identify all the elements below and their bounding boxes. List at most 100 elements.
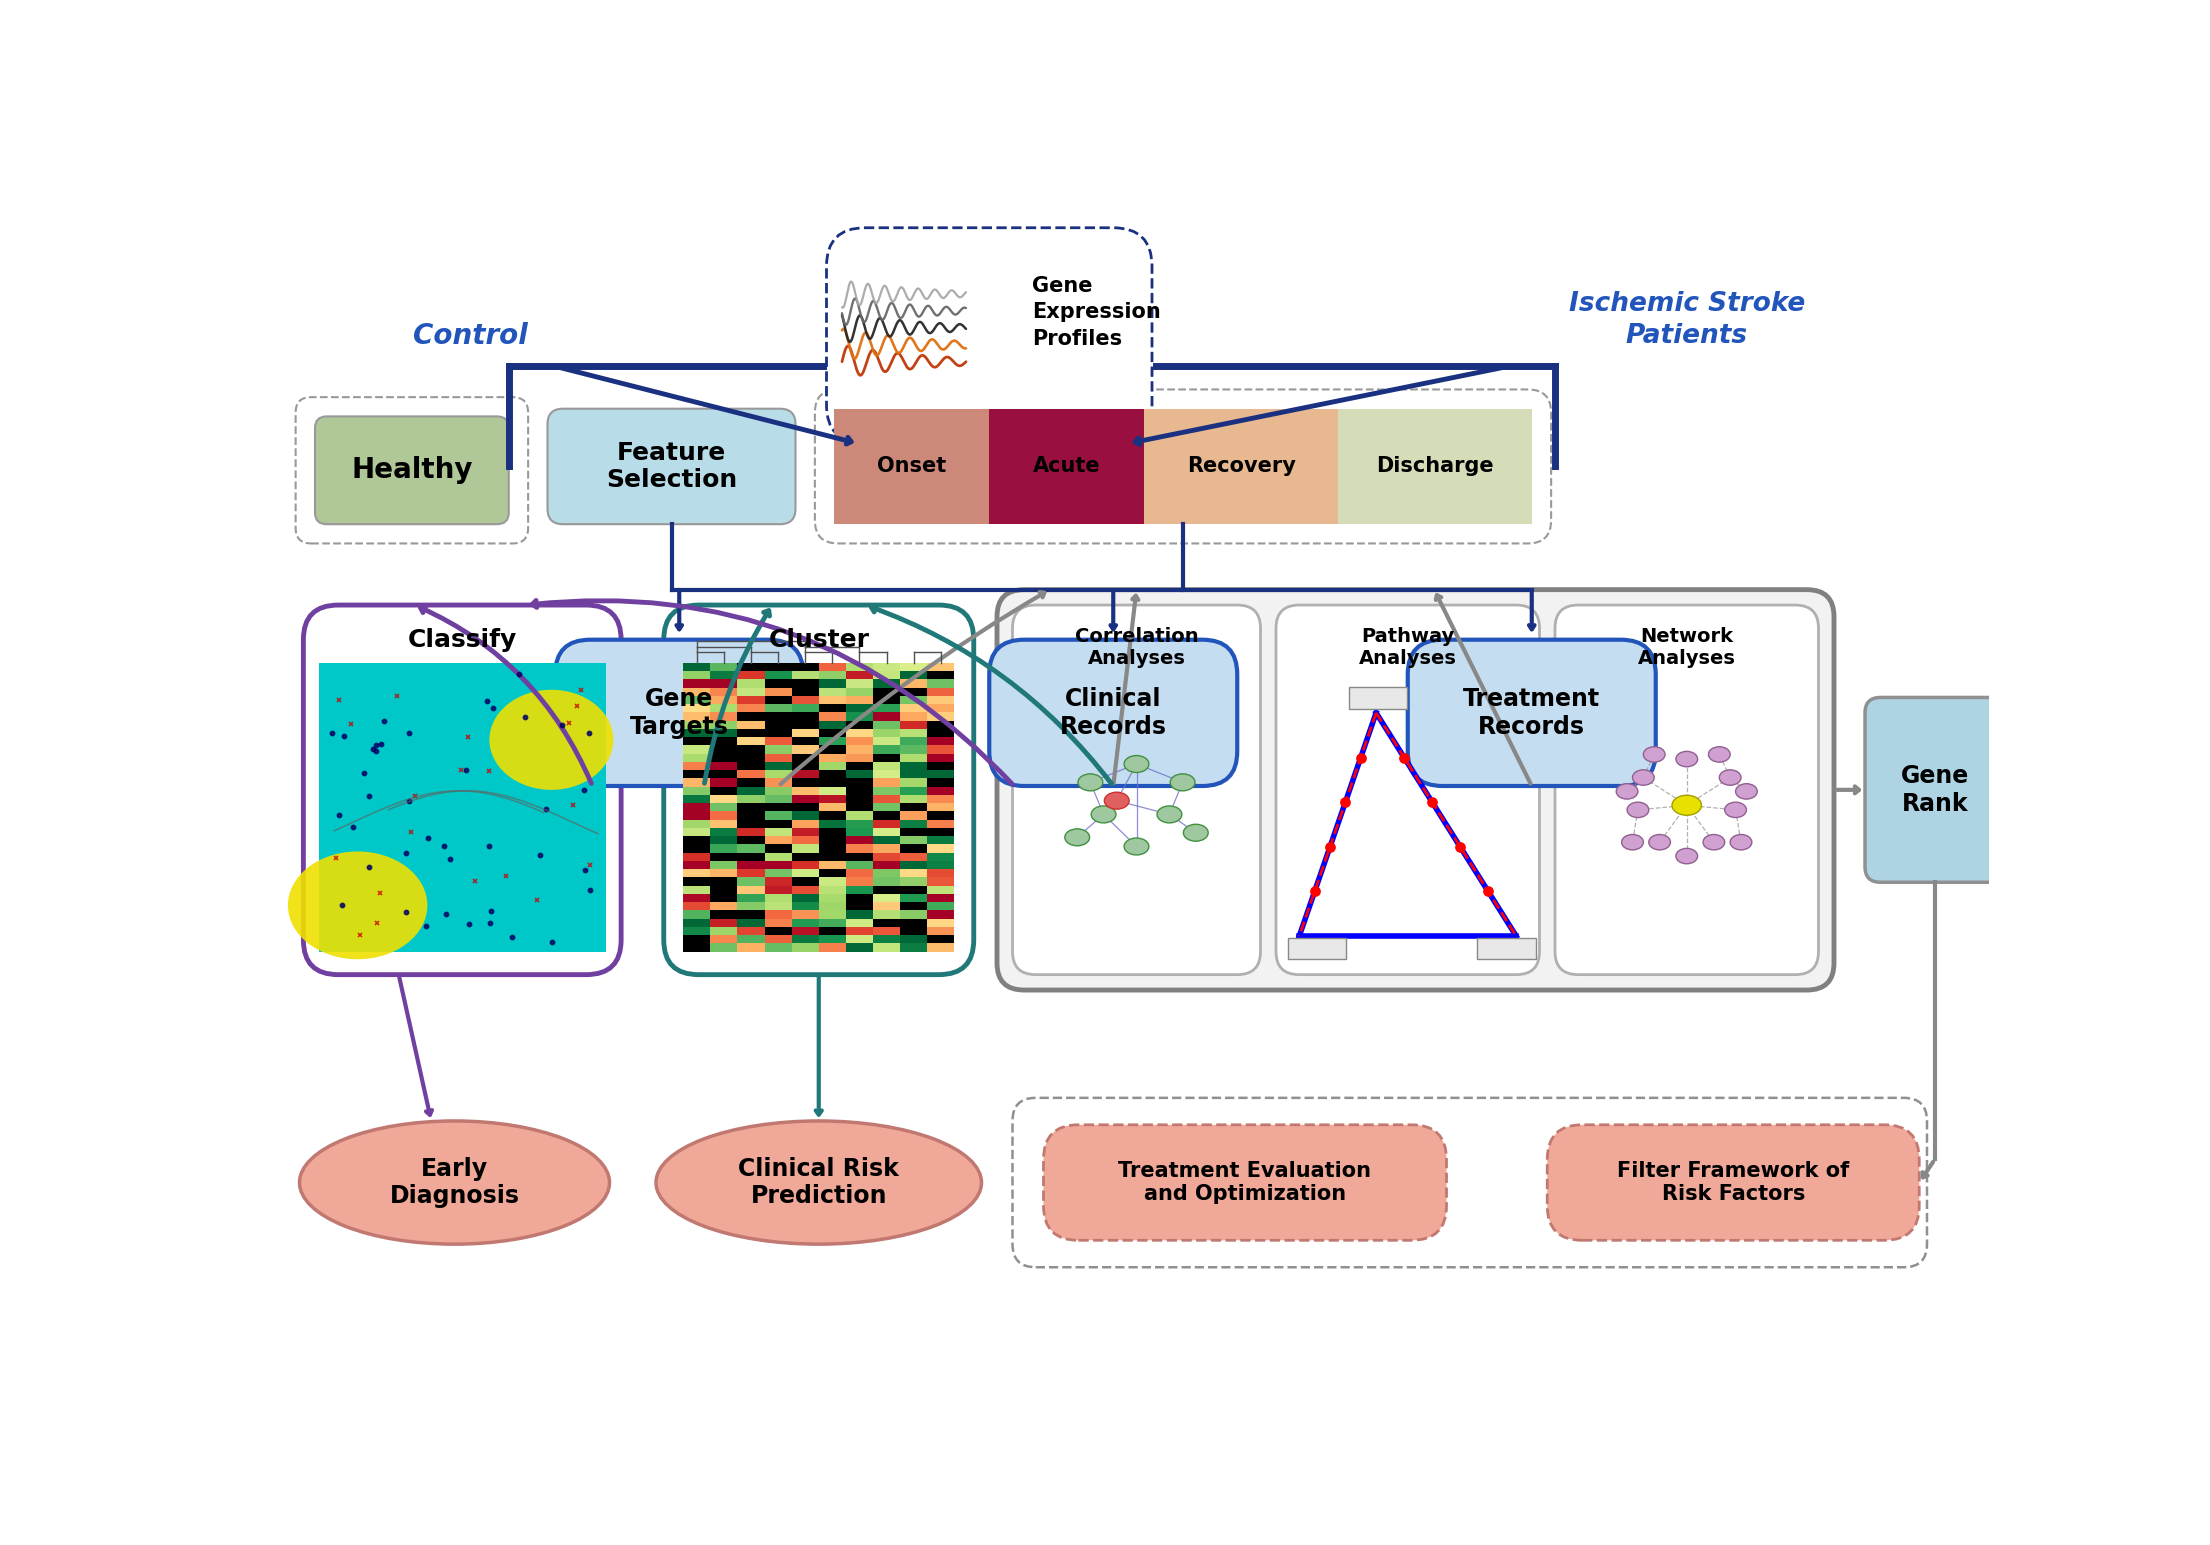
FancyBboxPatch shape [1275,606,1540,975]
Bar [709,853,738,861]
Bar [791,769,818,779]
Bar [928,919,955,927]
Bar [846,868,873,878]
Text: Gene
Rank: Gene Rank [1901,763,1969,816]
Bar [846,836,873,844]
Bar [709,786,738,794]
Bar [709,836,738,844]
Bar [846,737,873,745]
Bar [899,836,928,844]
Bar [738,902,765,910]
Bar [709,737,738,745]
Bar [846,819,873,828]
Bar [873,811,899,819]
Bar [791,910,818,919]
Bar [873,720,899,729]
Bar [683,811,709,819]
Bar [765,910,791,919]
Bar [818,944,846,952]
Bar [846,688,873,695]
Bar [928,786,955,794]
Bar [899,828,928,836]
Bar [738,754,765,762]
Bar [818,671,846,680]
Bar [873,671,899,680]
Bar [928,885,955,895]
Bar [928,705,955,712]
Text: Gene
Expression
Profiles: Gene Expression Profiles [1032,277,1160,349]
Bar [765,868,791,878]
Bar [928,663,955,671]
Ellipse shape [1704,834,1724,850]
Bar [818,695,846,705]
Bar [738,794,765,803]
Bar [818,927,846,935]
Bar [818,844,846,853]
Bar [818,902,846,910]
Bar [846,671,873,680]
Bar [873,828,899,836]
Bar [709,705,738,712]
Ellipse shape [656,1122,981,1244]
Bar [899,754,928,762]
Bar [791,762,818,769]
Bar [683,868,709,878]
Bar [709,819,738,828]
Bar [738,769,765,779]
Bar [818,919,846,927]
Bar [709,895,738,902]
Bar [928,844,955,853]
Bar [846,853,873,861]
Bar [791,819,818,828]
Bar [846,935,873,944]
Bar [818,712,846,720]
Bar [928,720,955,729]
Ellipse shape [1182,825,1209,840]
Bar [709,828,738,836]
Bar [738,811,765,819]
Ellipse shape [1171,774,1196,791]
Bar [738,712,765,720]
Bar [738,745,765,754]
Bar [928,754,955,762]
Bar [791,919,818,927]
Bar [818,885,846,895]
Ellipse shape [1092,806,1116,823]
Bar [683,779,709,786]
Bar [738,853,765,861]
Bar [899,868,928,878]
Bar [818,895,846,902]
Bar [928,794,955,803]
Bar [683,671,709,680]
Text: Gene
Targets: Gene Targets [630,688,729,739]
Bar [928,803,955,811]
Point [1414,789,1450,814]
Bar [899,712,928,720]
Bar [928,910,955,919]
Bar [683,836,709,844]
FancyBboxPatch shape [827,227,1151,443]
Bar [818,754,846,762]
FancyBboxPatch shape [548,409,796,524]
Bar [738,927,765,935]
Bar [709,868,738,878]
Bar [846,861,873,868]
Bar [846,786,873,794]
Bar [791,705,818,712]
Point [1328,789,1364,814]
Bar [683,828,709,836]
Bar [846,663,873,671]
Bar [791,828,818,836]
Bar [873,868,899,878]
Ellipse shape [1730,834,1753,850]
Bar [765,944,791,952]
Bar [990,409,1145,524]
Bar [709,803,738,811]
Bar [873,754,899,762]
Bar [709,935,738,944]
Bar [709,729,738,737]
FancyBboxPatch shape [663,606,975,975]
Bar [873,927,899,935]
Bar [846,754,873,762]
Bar [765,786,791,794]
